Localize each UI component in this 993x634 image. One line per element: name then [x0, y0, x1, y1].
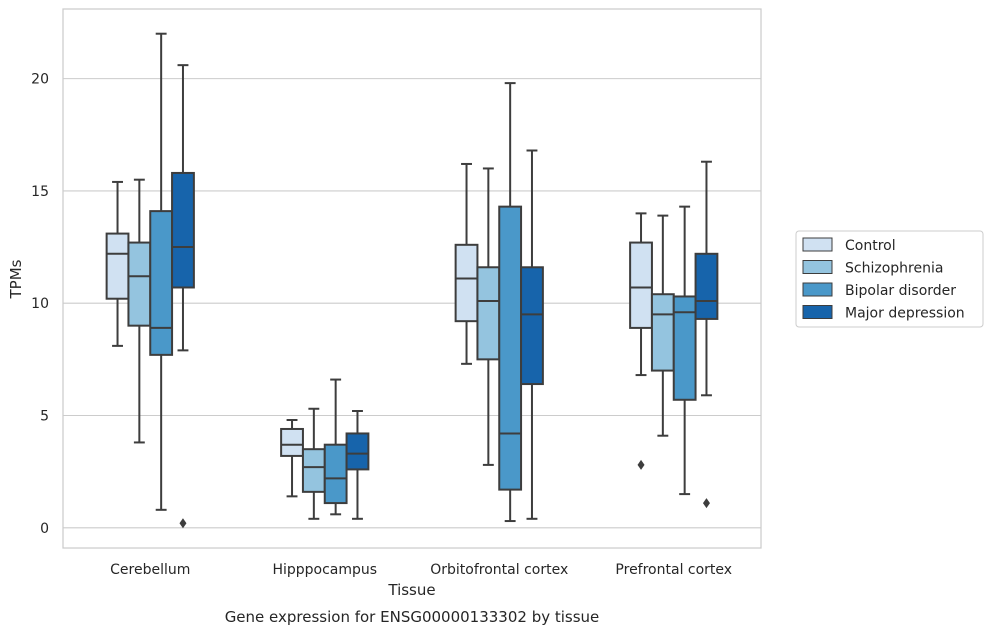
legend-item: Control — [802, 237, 896, 254]
box-1-2 — [323, 378, 348, 516]
box-3-3 — [694, 160, 719, 509]
box-iqr — [520, 266, 544, 386]
y-axis-label: TPMs — [7, 259, 25, 299]
box-0-1 — [127, 178, 152, 444]
legend-swatch — [802, 260, 833, 274]
x-tick-labels: Cerebellum Hipppocampus Orbitofrontal cort… — [110, 562, 732, 578]
legend-item: Major depression — [802, 305, 965, 322]
box-2-3 — [520, 149, 544, 520]
legend-item: Bipolar disorder — [802, 282, 956, 299]
plot-frame — [62, 8, 762, 549]
box-iqr — [476, 266, 501, 361]
box-iqr — [454, 243, 479, 323]
box-3-0 — [629, 212, 653, 470]
box-1-3 — [345, 410, 370, 520]
legend: Control Schizophrenia Bipolar disorder Majo… — [795, 230, 984, 328]
legend-swatch — [802, 282, 833, 297]
x-tick-label: Prefrontal cortex — [615, 562, 732, 578]
box-iqr — [301, 448, 326, 493]
chart-caption: Gene expression for ENSG00000133302 by t… — [225, 608, 600, 626]
box-0-3 — [171, 64, 195, 529]
y-tick-label: 10 — [31, 296, 49, 312]
y-tick-label: 15 — [31, 184, 49, 200]
box-3-1 — [650, 214, 675, 437]
y-tick-label: 20 — [31, 72, 49, 88]
y-tick-label: 0 — [40, 521, 49, 537]
box-iqr — [105, 232, 130, 300]
box-iqr — [629, 241, 653, 329]
box-iqr — [127, 241, 152, 327]
x-tick-label: Cerebellum — [110, 562, 190, 578]
y-tick-label: 5 — [40, 408, 49, 424]
box-iqr — [694, 252, 719, 320]
x-tick-label: Hipppocampus — [272, 562, 377, 578]
box-iqr — [345, 432, 370, 471]
box-0-0 — [105, 180, 130, 347]
box-iqr — [498, 205, 523, 491]
outlier-point — [637, 459, 645, 470]
box-iqr — [149, 210, 174, 356]
box-iqr — [280, 427, 304, 457]
box-iqr — [672, 295, 697, 401]
outlier-point — [179, 518, 187, 529]
boxes — [105, 32, 719, 529]
legend-swatch — [802, 305, 833, 319]
box-2-1 — [476, 167, 501, 466]
box-iqr — [323, 443, 348, 505]
box-iqr — [171, 171, 195, 289]
legend-label: Schizophrenia — [845, 261, 943, 277]
legend-label: Control — [845, 238, 896, 254]
legend-label: Bipolar disorder — [845, 283, 956, 299]
box-0-2 — [149, 32, 174, 511]
box-3-2 — [672, 205, 697, 496]
outlier-point — [702, 498, 710, 509]
box-2-0 — [454, 162, 479, 365]
legend-frame — [795, 230, 984, 328]
box-iqr — [650, 293, 675, 372]
legend-label: Major depression — [845, 306, 965, 322]
x-axis-label: Tissue — [387, 581, 435, 599]
y-tick-labels: 0 5 10 15 20 — [31, 72, 49, 537]
legend-item: Schizophrenia — [802, 260, 943, 277]
x-tick-label: Orbitofrontal cortex — [430, 562, 568, 578]
legend-swatch — [802, 237, 833, 252]
box-2-2 — [498, 82, 523, 523]
box-1-0 — [280, 418, 304, 498]
box-1-1 — [301, 407, 326, 520]
